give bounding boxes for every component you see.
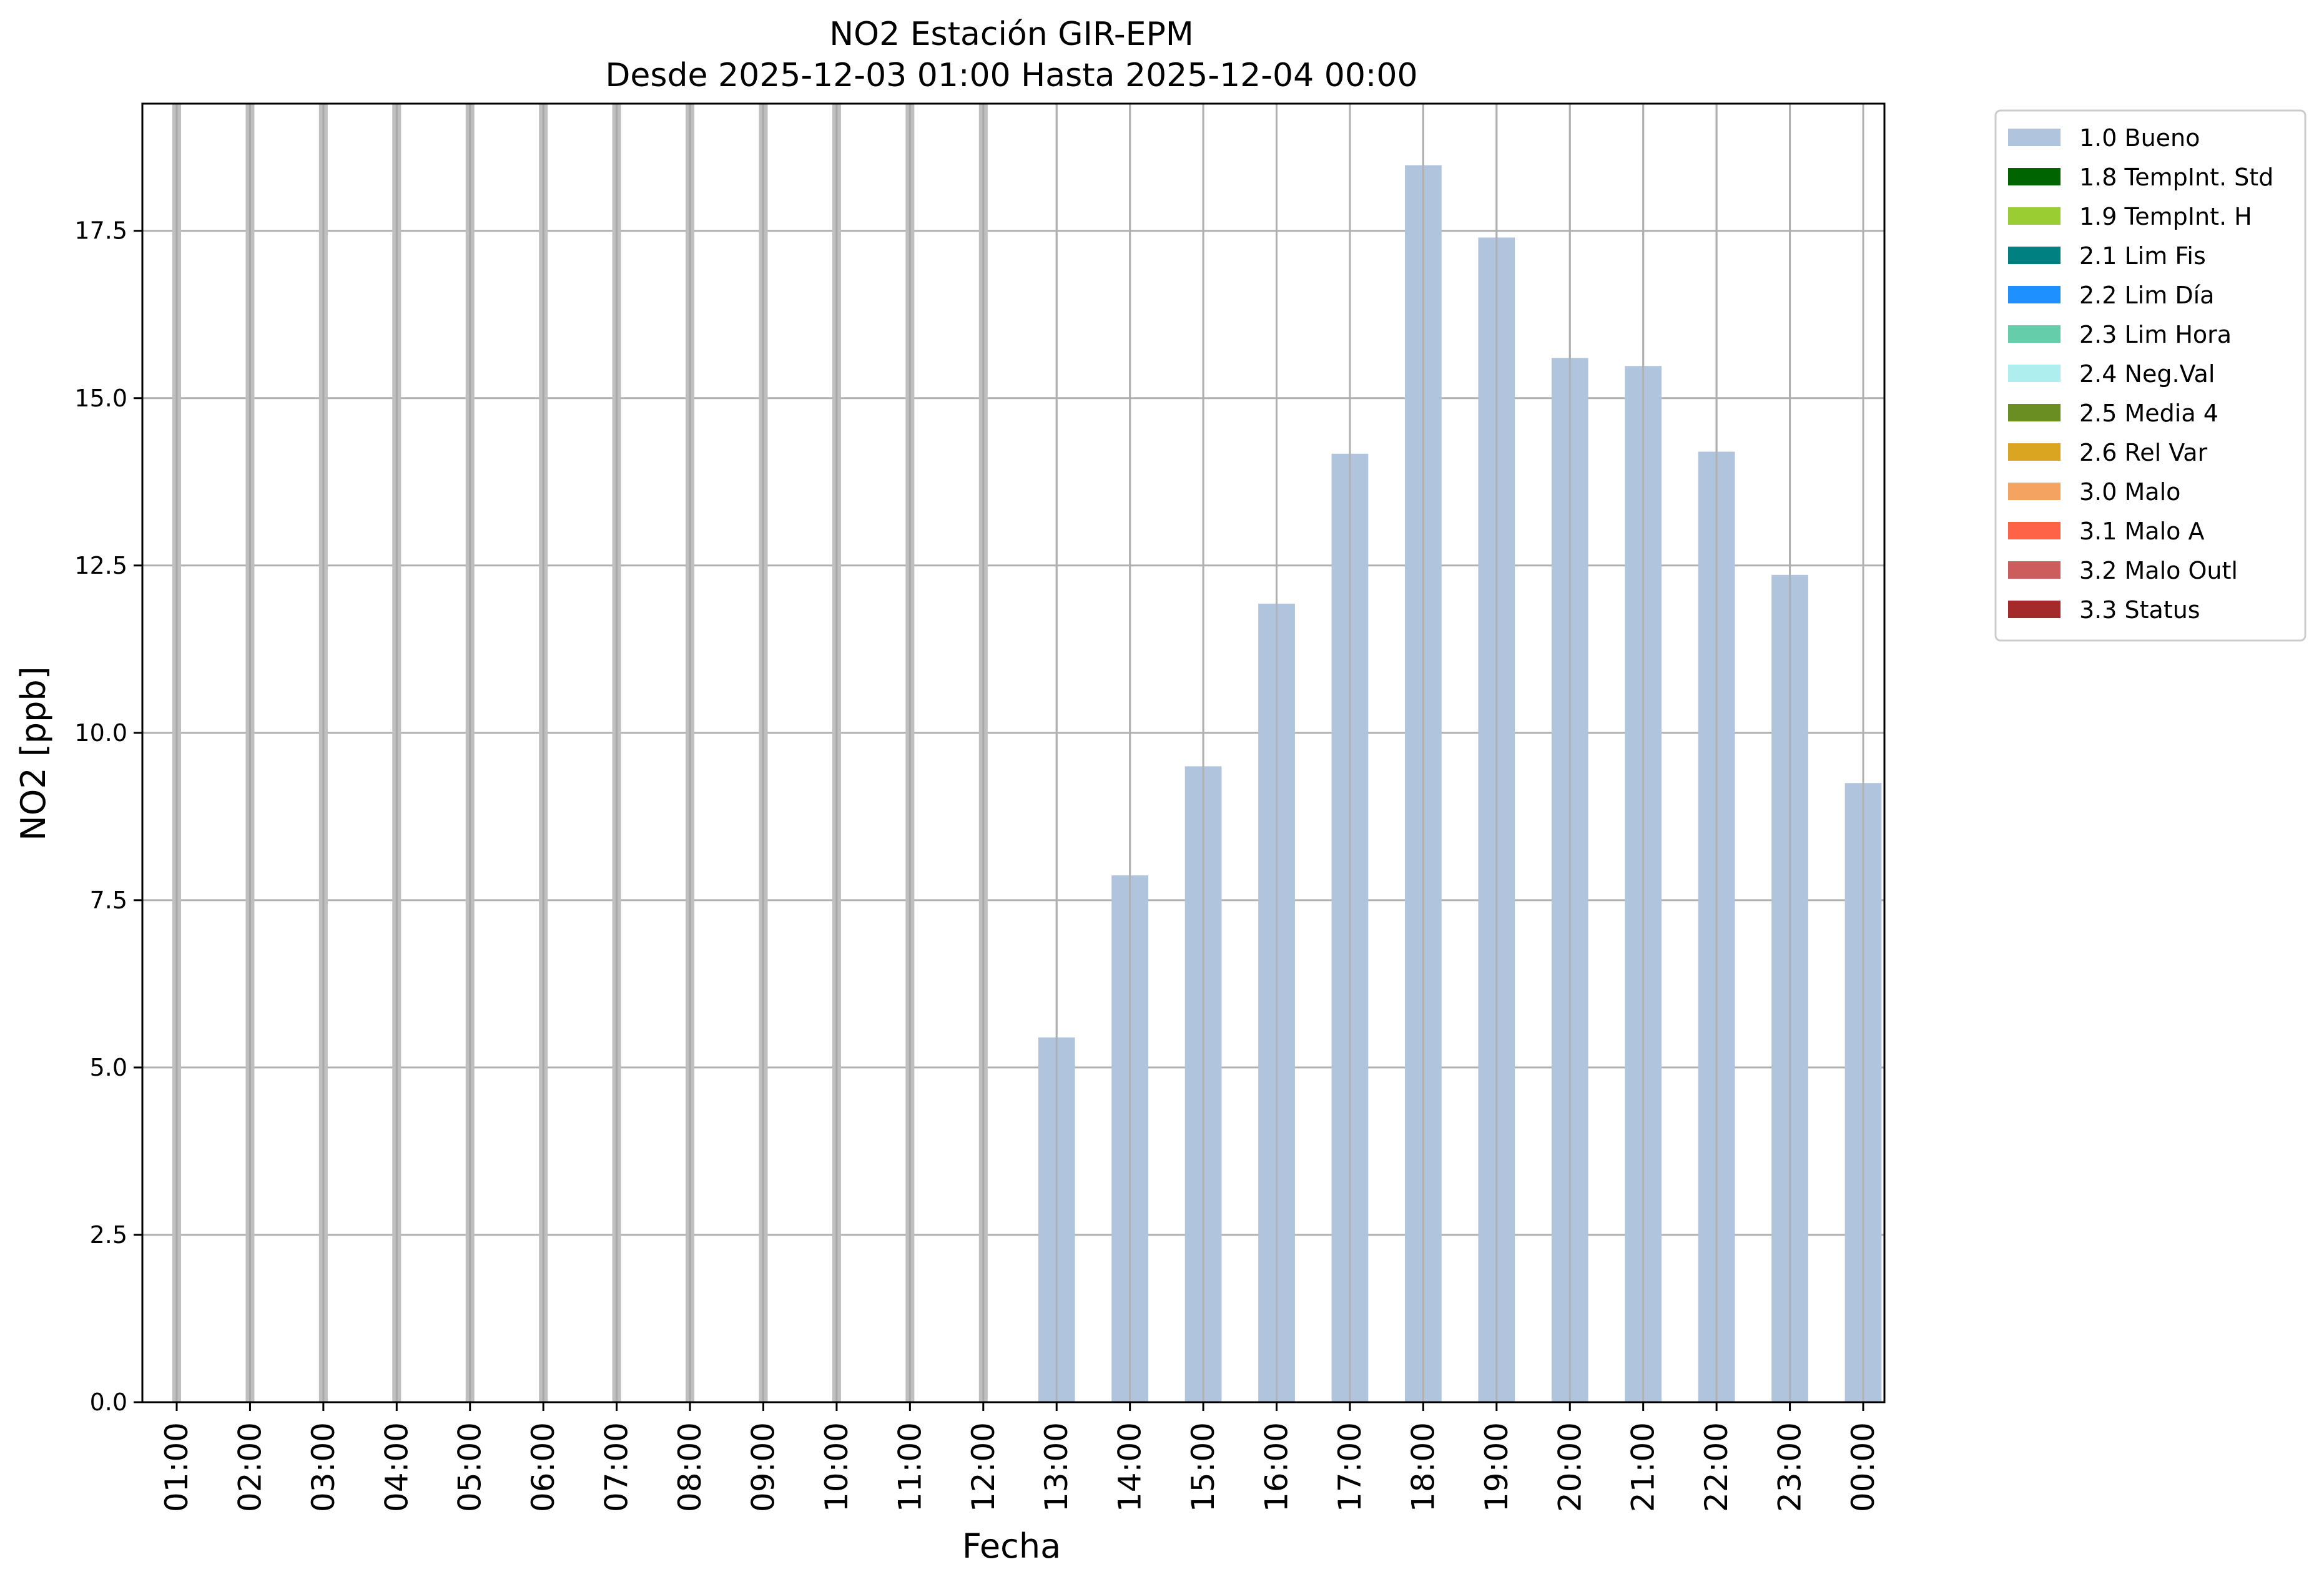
legend-label: 2.3 Lim Hora: [2079, 321, 2232, 348]
y-tick-label: 10.0: [74, 719, 127, 747]
chart-title: NO2 Estación GIR-EPM: [829, 16, 1193, 53]
chart-subtitle: Desde 2025-12-03 01:00 Hasta 2025-12-04 …: [605, 57, 1417, 94]
legend-swatch: [2008, 207, 2061, 225]
grid-lines: [142, 104, 1884, 1402]
y-axis-label: NO2 [ppb]: [14, 666, 53, 840]
x-tick-label: 05:00: [452, 1422, 488, 1512]
y-tick-label: 2.5: [90, 1221, 127, 1249]
x-tick-label: 08:00: [672, 1422, 708, 1512]
x-tick-label: 01:00: [159, 1422, 195, 1512]
legend-swatch: [2008, 601, 2061, 618]
x-tick-label: 23:00: [1772, 1422, 1808, 1512]
legend-swatch: [2008, 286, 2061, 303]
x-axis-label: Fecha: [962, 1526, 1061, 1566]
legend-swatch: [2008, 443, 2061, 461]
legend-swatch: [2008, 168, 2061, 185]
x-tick-label: 13:00: [1038, 1422, 1075, 1512]
legend-label: 3.3 Status: [2079, 596, 2200, 624]
x-tick-label: 19:00: [1479, 1422, 1515, 1512]
legend-label: 3.0 Malo: [2079, 478, 2180, 506]
legend-label: 2.1 Lim Fis: [2079, 242, 2206, 270]
legend-swatch: [2008, 325, 2061, 343]
x-tick-label: 14:00: [1112, 1422, 1148, 1512]
x-tick-label: 20:00: [1552, 1422, 1588, 1512]
x-tick-label: 15:00: [1185, 1422, 1221, 1512]
missing-data-markers: [172, 104, 988, 1402]
legend-label: 3.2 Malo Outl: [2079, 557, 2238, 584]
legend-box: [1994, 109, 2307, 642]
x-tick-label: 03:00: [305, 1422, 342, 1512]
legend-swatch: [2008, 365, 2061, 382]
legend-swatch: [2008, 404, 2061, 421]
legend-label: 2.4 Neg.Val: [2079, 360, 2215, 388]
bars: [1038, 104, 1882, 1403]
legend-label: 1.0 Bueno: [2079, 124, 2200, 152]
x-tick-label: 17:00: [1332, 1422, 1368, 1512]
y-axis-ticks: 0.0 2.5 5.0 7.5 10.0 12.5 15.0 17.5: [74, 217, 142, 1416]
y-tick-label: 15.0: [74, 385, 127, 412]
legend: 1.0 Bueno 1.8 TempInt. Std 1.9 TempInt. H 2…: [1994, 109, 2307, 642]
x-tick-label: 07:00: [599, 1422, 635, 1512]
x-tick-label: 09:00: [745, 1422, 781, 1512]
legend-label: 2.2 Lim Día: [2079, 282, 2214, 309]
x-tick-label: 04:00: [378, 1422, 415, 1512]
x-tick-label: 12:00: [965, 1422, 1002, 1512]
y-tick-label: 17.5: [74, 217, 127, 245]
legend-swatch: [2008, 483, 2061, 500]
legend-label: 2.6 Rel Var: [2079, 439, 2208, 466]
legend-swatch: [2008, 561, 2061, 579]
legend-swatch: [2008, 522, 2061, 539]
x-tick-label: 00:00: [1845, 1422, 1881, 1512]
x-tick-label: 02:00: [232, 1422, 268, 1512]
x-tick-label: 18:00: [1405, 1422, 1441, 1512]
y-tick-label: 0.0: [90, 1388, 127, 1416]
legend-label: 1.9 TempInt. H: [2079, 203, 2252, 230]
y-tick-label: 7.5: [90, 887, 127, 914]
legend-swatch: [2008, 129, 2061, 146]
x-tick-label: 11:00: [892, 1422, 928, 1512]
x-tick-label: 22:00: [1698, 1422, 1735, 1512]
plot-frame: [141, 102, 1886, 1403]
legend-label: 2.5 Media 4: [2079, 400, 2218, 427]
x-tick-label: 21:00: [1625, 1422, 1662, 1512]
x-tick-label: 06:00: [525, 1422, 561, 1512]
y-tick-label: 12.5: [74, 552, 127, 579]
x-tick-label: 10:00: [819, 1422, 855, 1512]
legend-label: 1.8 TempInt. Std: [2079, 164, 2273, 191]
legend-label: 3.1 Malo A: [2079, 518, 2204, 545]
x-tick-label: 16:00: [1259, 1422, 1295, 1512]
y-tick-label: 5.0: [90, 1054, 127, 1081]
x-axis-ticks: 01:00 02:00 03:00 04:00 05:00 06:00 07:00 08:00…: [159, 1402, 1881, 1512]
legend-swatch: [2008, 247, 2061, 264]
